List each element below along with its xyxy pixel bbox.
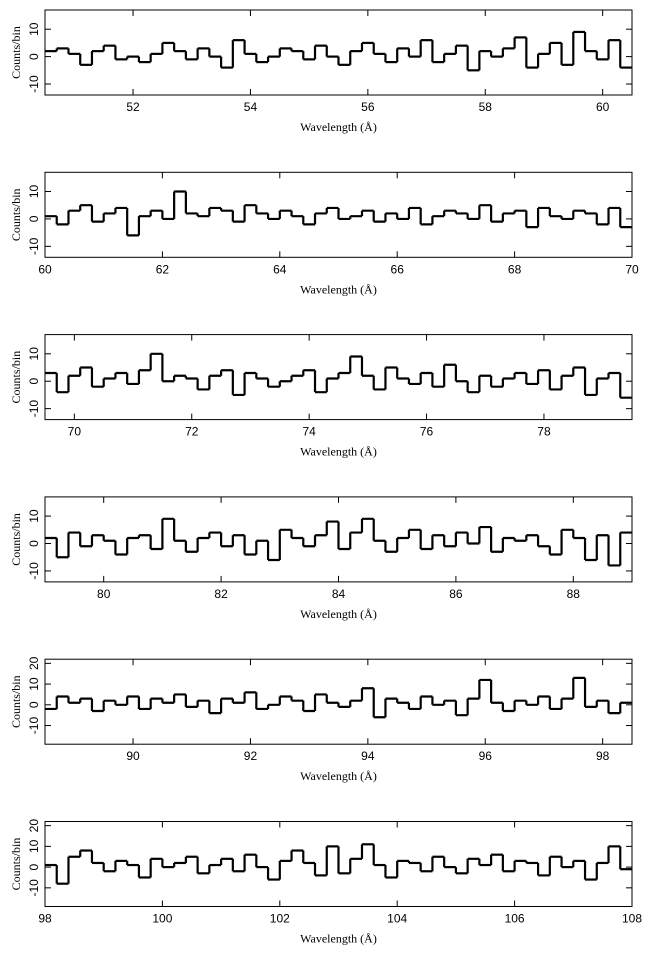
y-tick-label: 10 — [27, 509, 41, 523]
y-axis-label: Counts/bin — [9, 188, 23, 241]
y-axis-label: Counts/bin — [9, 26, 23, 79]
x-tick-label: 66 — [391, 262, 405, 276]
y-tick-label: -10 — [27, 879, 41, 897]
y-tick-label: 0 — [27, 215, 41, 222]
x-tick-label: 70 — [68, 425, 82, 439]
x-tick-label: 62 — [156, 262, 170, 276]
axes-frame — [44, 658, 633, 745]
panel: 90 92 94 96 98 -10 0 10 20 Counts/bin Wavelength (… — [9, 656, 633, 783]
x-tick-label: 86 — [449, 587, 463, 601]
x-axis-label: Wavelength (Å) — [300, 120, 377, 134]
x-tick-label: 108 — [622, 912, 642, 926]
y-tick-label: 0 — [27, 863, 41, 870]
y-axis-label: Counts/bin — [9, 513, 23, 566]
x-tick-label: 64 — [273, 262, 287, 276]
x-axis-label: Wavelength (Å) — [300, 932, 377, 946]
panel: 52 54 56 58 60 -10 0 10 Counts/bin Wavelength (Å) — [9, 9, 633, 134]
y-tick-label: -10 — [27, 717, 41, 735]
y-axis-label: Counts/bin — [9, 838, 23, 891]
panel: 70 72 74 76 78 -10 0 10 Counts/bin Wavelength (Å) — [9, 334, 633, 459]
x-axis-label: Wavelength (Å) — [300, 282, 377, 296]
y-tick-label: 10 — [27, 677, 41, 691]
x-tick-label: 78 — [537, 425, 551, 439]
x-tick-label: 98 — [38, 912, 52, 926]
x-tick-label: 98 — [596, 749, 610, 763]
x-tick-label: 76 — [420, 425, 434, 439]
x-axis-label: Wavelength (Å) — [300, 769, 377, 783]
x-axis-label: Wavelength (Å) — [300, 607, 377, 621]
x-axis-label: Wavelength (Å) — [300, 445, 377, 459]
y-tick-label: 10 — [27, 347, 41, 361]
x-tick-label: 60 — [38, 262, 52, 276]
axes-frame — [44, 9, 633, 96]
x-tick-label: 92 — [244, 749, 258, 763]
y-tick-label: -10 — [27, 75, 41, 93]
x-tick-label: 72 — [185, 425, 199, 439]
x-tick-label: 56 — [361, 100, 375, 114]
x-tick-label: 68 — [508, 262, 522, 276]
plot-area — [45, 30, 632, 72]
x-tick-label: 74 — [302, 425, 316, 439]
x-tick-label: 106 — [505, 912, 525, 926]
panel: 98 100 102 104 106 108 -10 0 10 20 Counts/bin Wavel… — [9, 819, 642, 946]
y-tick-label: 0 — [27, 540, 41, 547]
y-tick-label: -10 — [27, 237, 41, 255]
x-tick-label: 70 — [625, 262, 639, 276]
axes-frame — [44, 171, 633, 258]
y-tick-label: 0 — [27, 378, 41, 385]
panel: 80 82 84 86 88 -10 0 10 Counts/bin Wavelength (Å) — [9, 496, 633, 621]
x-tick-label: 96 — [479, 749, 493, 763]
x-tick-label: 88 — [567, 587, 581, 601]
x-tick-label: 58 — [479, 100, 493, 114]
x-tick-label: 54 — [244, 100, 258, 114]
plot-area — [45, 190, 632, 237]
x-tick-label: 94 — [361, 749, 375, 763]
axes-frame — [44, 821, 633, 907]
x-tick-label: 102 — [270, 912, 290, 926]
y-tick-label: 20 — [27, 656, 41, 670]
plot-area — [45, 517, 632, 567]
x-tick-label: 80 — [97, 587, 111, 601]
y-axis-label: Counts/bin — [9, 351, 23, 404]
y-tick-label: 10 — [27, 22, 41, 36]
x-tick-label: 104 — [387, 912, 407, 926]
x-tick-label: 60 — [596, 100, 610, 114]
y-tick-label: -10 — [27, 562, 41, 580]
x-tick-label: 52 — [126, 100, 140, 114]
plot-area — [45, 352, 632, 399]
y-tick-label: 10 — [27, 839, 41, 853]
x-tick-label: 100 — [152, 912, 172, 926]
plot-area — [45, 843, 632, 885]
y-tick-label: 20 — [27, 819, 41, 833]
x-tick-label: 84 — [332, 587, 346, 601]
y-axis-label: Counts/bin — [9, 675, 23, 728]
x-tick-label: 90 — [126, 749, 140, 763]
y-tick-label: 0 — [27, 701, 41, 708]
y-tick-label: 10 — [27, 184, 41, 198]
y-tick-label: 0 — [27, 53, 41, 60]
panel: 60 62 64 66 68 70 -10 0 10 Counts/bin Wavelength (… — [9, 171, 639, 296]
axes-frame — [44, 334, 633, 421]
y-tick-label: -10 — [27, 400, 41, 418]
x-tick-label: 82 — [214, 587, 228, 601]
plot-area — [45, 676, 632, 719]
